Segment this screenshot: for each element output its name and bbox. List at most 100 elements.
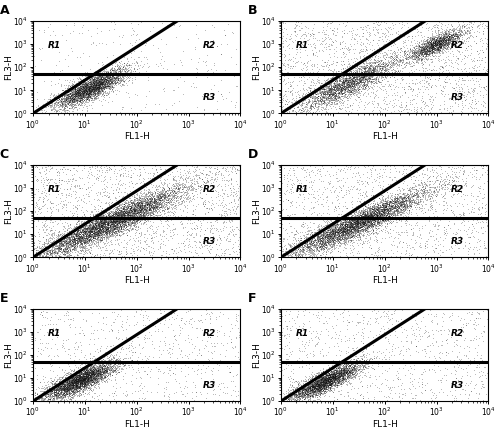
Point (300, 240, 308, 247)
Point (76, 375, 84, 382)
Point (364, 229, 372, 236)
Point (115, 211, 123, 218)
Point (318, 96, 326, 103)
Point (320, 101, 328, 108)
Point (157, 179, 165, 186)
Point (60, 250, 68, 257)
Point (349, 83, 357, 90)
Point (102, 368, 110, 375)
Point (171, 205, 179, 212)
Point (67, 224, 75, 231)
Point (186, 236, 194, 242)
Point (343, 371, 351, 378)
Point (128, 208, 136, 215)
Point (75, 378, 83, 385)
Point (352, 369, 360, 376)
Point (442, 30, 450, 37)
Point (308, 381, 316, 388)
Point (429, 168, 437, 175)
Point (436, 40, 444, 47)
Point (127, 198, 135, 205)
Point (304, 90, 312, 97)
Point (37, 250, 45, 257)
Point (292, 398, 300, 405)
Point (54, 383, 62, 390)
Point (340, 366, 348, 373)
Point (333, 78, 341, 85)
Point (315, 373, 323, 380)
Point (106, 76, 114, 83)
Point (125, 201, 133, 208)
Point (90, 390, 98, 397)
Point (88, 73, 96, 80)
Point (100, 362, 108, 368)
Point (122, 219, 130, 226)
Point (64, 384, 72, 391)
Point (328, 87, 336, 94)
Point (172, 204, 180, 211)
Point (35, 398, 43, 405)
Point (324, 375, 332, 382)
Point (33, 252, 41, 259)
Point (299, 231, 307, 238)
Point (78, 83, 86, 90)
Point (138, 375, 145, 381)
Point (368, 191, 376, 198)
Point (352, 219, 360, 226)
Point (99, 207, 107, 214)
Point (310, 229, 318, 236)
Point (84, 171, 92, 178)
Point (374, 59, 382, 66)
Point (78, 81, 86, 87)
Point (112, 186, 120, 193)
Point (94, 223, 102, 229)
Point (483, 315, 491, 322)
Point (342, 186, 350, 193)
Point (128, 42, 136, 49)
Point (105, 227, 113, 234)
Point (233, 371, 241, 378)
Point (346, 70, 354, 77)
Point (67, 236, 75, 243)
Point (436, 39, 444, 46)
Point (70, 385, 78, 392)
Point (124, 200, 132, 207)
Point (417, 55, 425, 61)
Point (294, 388, 302, 395)
Point (86, 372, 94, 379)
Point (86, 365, 94, 372)
Point (352, 97, 360, 103)
Point (332, 86, 340, 93)
Point (328, 81, 336, 88)
Point (320, 236, 328, 242)
Point (344, 83, 352, 90)
Point (68, 384, 76, 391)
Point (72, 177, 80, 184)
Point (206, 366, 214, 373)
Point (88, 362, 96, 368)
Point (102, 233, 110, 240)
Point (332, 381, 340, 388)
Point (310, 379, 318, 386)
Point (83, 224, 91, 231)
Point (188, 182, 196, 189)
Point (390, 55, 398, 62)
Point (88, 368, 96, 375)
Point (60, 385, 68, 392)
Point (350, 57, 358, 64)
Point (79, 222, 87, 229)
Point (84, 231, 92, 238)
Point (102, 213, 110, 220)
Point (383, 197, 391, 204)
Point (80, 380, 88, 387)
Point (338, 86, 345, 93)
Point (82, 373, 90, 380)
Point (74, 233, 82, 239)
Point (425, 50, 433, 57)
Point (436, 43, 444, 50)
Point (101, 364, 109, 371)
Point (68, 380, 76, 387)
Point (382, 85, 390, 92)
Point (76, 29, 84, 36)
Point (149, 189, 157, 196)
